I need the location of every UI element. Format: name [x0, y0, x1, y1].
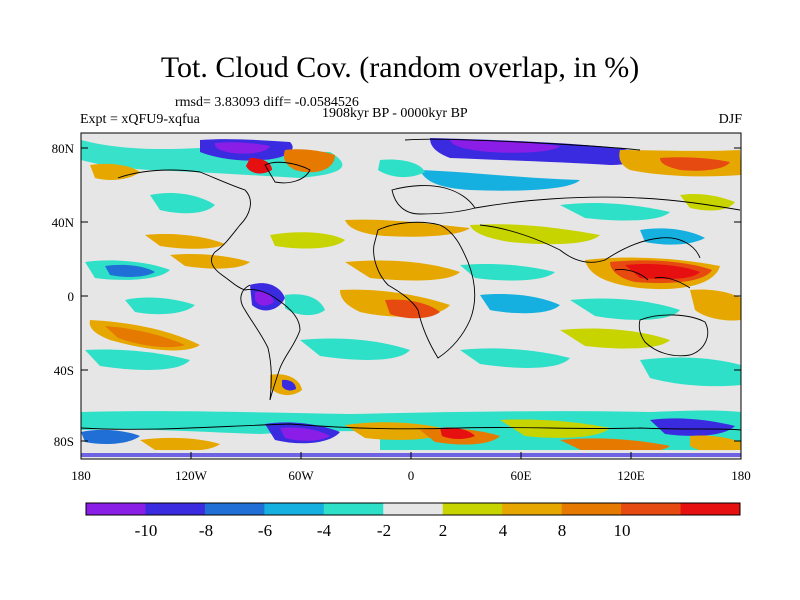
- colorbar-frame: [85, 502, 741, 516]
- field-patch: [300, 338, 410, 360]
- field-patch: [81, 429, 140, 444]
- field-patch: [470, 224, 600, 245]
- field-patch: [640, 228, 705, 245]
- colorbar: [86, 503, 741, 515]
- colorbar-swatch: [442, 503, 503, 515]
- colorbar-label: 2: [439, 521, 448, 540]
- field-patch: [150, 193, 215, 214]
- lon-label-0: 0: [408, 468, 415, 483]
- field-patch: [90, 163, 140, 180]
- field-patch: [570, 298, 680, 320]
- field-patch: [650, 418, 735, 436]
- field-patch: [81, 140, 343, 178]
- colorbar-label: -10: [135, 521, 158, 540]
- lon-label-120e: 120E: [617, 468, 645, 483]
- coastline-south-america: [244, 289, 301, 401]
- field-patch: [680, 193, 735, 211]
- field-patch: [214, 142, 270, 154]
- lat-ticks: [81, 147, 741, 442]
- lat-label-80n: 80N: [52, 141, 75, 156]
- lat-label-40s: 40S: [54, 363, 74, 378]
- colorbar-swatch: [383, 503, 444, 515]
- field-patch: [85, 349, 190, 370]
- field-patch: [140, 437, 220, 452]
- field-patch: [170, 253, 250, 269]
- coastline-south-america-west: [240, 284, 272, 401]
- field-patch: [640, 357, 741, 387]
- field-patch: [246, 158, 272, 174]
- field-patch: [420, 170, 580, 191]
- field-patch: [283, 149, 335, 173]
- field-patch: [255, 291, 274, 306]
- colorbar-label: 10: [614, 521, 631, 540]
- field-patch: [282, 379, 296, 391]
- field-patch: [440, 427, 475, 439]
- coastlines: [81, 138, 741, 431]
- field-patch: [460, 348, 570, 368]
- colorbar-swatch: [680, 503, 741, 515]
- colorbar-label: -2: [377, 521, 391, 540]
- lon-ticks: [80, 452, 742, 459]
- lat-label-40n: 40N: [52, 215, 75, 230]
- field-patch: [345, 260, 460, 281]
- lat-label-80s: 80S: [54, 434, 74, 449]
- colorbar-swatch: [323, 503, 384, 515]
- field-patch: [625, 263, 700, 280]
- field-patch: [345, 219, 470, 237]
- coastline-antarctica: [81, 423, 741, 431]
- field-patch: [480, 294, 560, 314]
- coastline-arctic: [404, 138, 641, 151]
- coastline-africa: [373, 221, 476, 359]
- season-label: DJF: [718, 112, 742, 127]
- stats-line: rmsd= 3.83093 diff= -0.0584526: [175, 95, 359, 110]
- anomaly-field: [81, 138, 741, 459]
- field-patch: [450, 140, 560, 153]
- colorbar-swatch: [502, 503, 563, 515]
- field-patch: [660, 157, 730, 171]
- field-patch: [270, 232, 345, 249]
- field-patch: [500, 419, 610, 438]
- colorbar-swatch: [204, 503, 265, 515]
- experiment-label: Expt = xQFU9-xqfua: [80, 112, 200, 127]
- colorbar-swatch: [145, 503, 206, 515]
- field-patch: [560, 202, 670, 221]
- lat-label-0: 0: [68, 289, 75, 304]
- period-line: 1908kyr BP - 0000kyr BP: [322, 106, 468, 121]
- field-patch: [145, 234, 225, 249]
- field-patch: [125, 297, 195, 315]
- field-patch: [378, 159, 425, 178]
- field-patch: [285, 294, 325, 316]
- field-patch: [385, 299, 440, 319]
- field-patch: [560, 328, 670, 349]
- colorbar-swatch: [561, 503, 622, 515]
- coastline-north-america: [117, 169, 251, 291]
- chart-title: Tot. Cloud Cov. (random overlap, in %): [160, 51, 640, 84]
- lon-label-180w: 180: [71, 468, 91, 483]
- lon-label-120w: 120W: [175, 468, 208, 483]
- colorbar-label: 8: [558, 521, 567, 540]
- coastline-australia: [638, 314, 709, 357]
- lon-label-60e: 60E: [511, 468, 532, 483]
- field-patch: [105, 264, 155, 277]
- colorbar-swatch: [86, 503, 146, 515]
- field-patch: [345, 422, 450, 440]
- colorbar-swatch: [264, 503, 325, 515]
- colorbar-swatch: [621, 503, 682, 515]
- colorbar-label: -8: [199, 521, 213, 540]
- lon-label-60w: 60W: [288, 468, 314, 483]
- colorbar-label: -6: [258, 521, 272, 540]
- field-patch: [105, 326, 185, 348]
- lon-label-180e: 180: [731, 468, 751, 483]
- coastline-asia: [474, 196, 741, 263]
- colorbar-label: -4: [317, 521, 332, 540]
- field-patch: [280, 427, 330, 441]
- field-patch: [690, 289, 741, 321]
- coastline-maritime: [614, 269, 691, 289]
- colorbar-label: 4: [499, 521, 508, 540]
- field-patch: [460, 263, 555, 281]
- coastline-greenland: [264, 161, 311, 184]
